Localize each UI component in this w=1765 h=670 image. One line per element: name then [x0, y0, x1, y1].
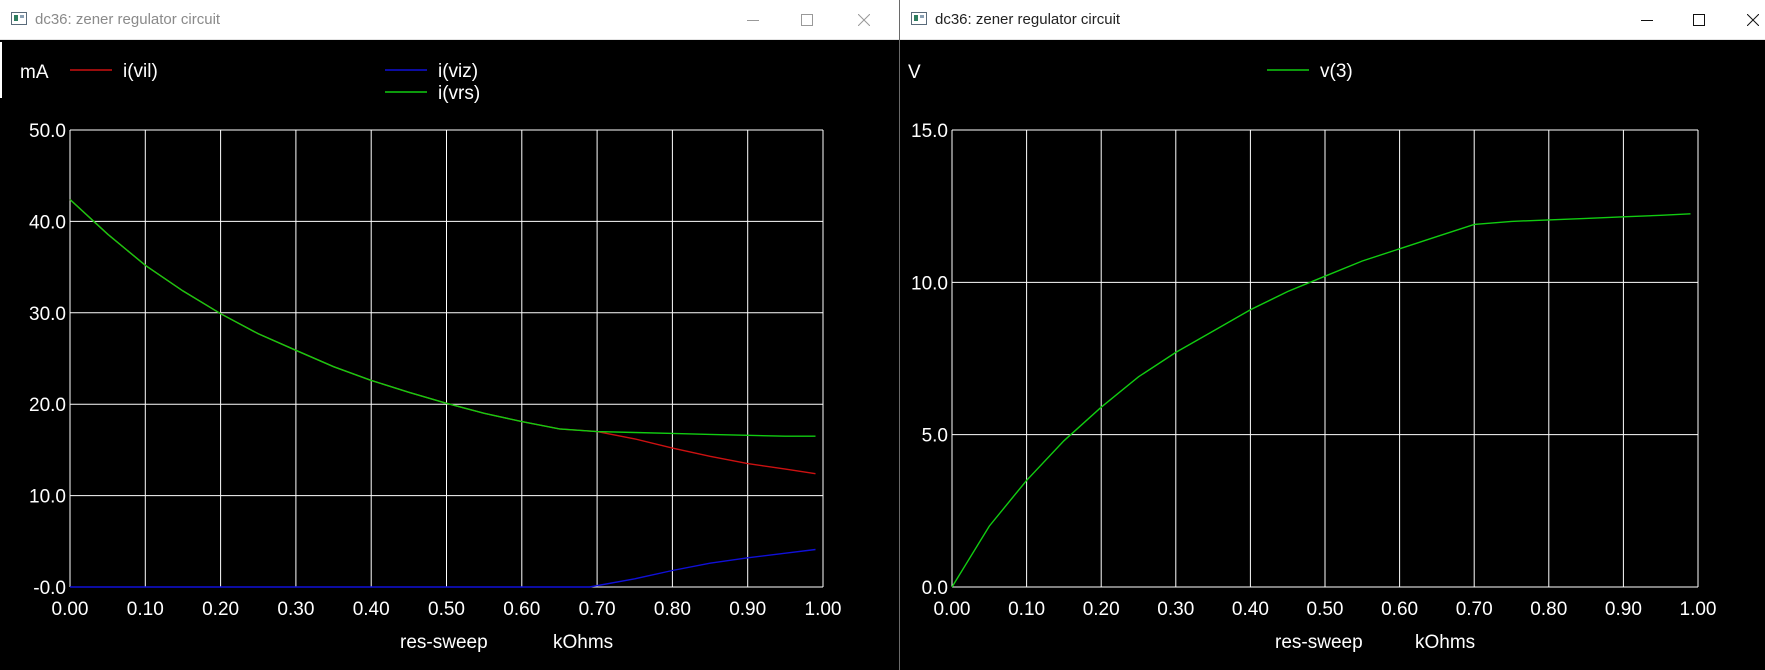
close-icon — [858, 13, 870, 26]
legend-label: v(3) — [1320, 61, 1353, 82]
window-separator — [899, 0, 900, 670]
y-tick-label: 5.0 — [922, 426, 948, 447]
x-tick-label: 0.60 — [503, 599, 540, 620]
minimize-icon — [747, 19, 759, 21]
x-tick-label: 0.40 — [1232, 599, 1269, 620]
maximize-button[interactable] — [784, 0, 830, 39]
y-tick-label: 20.0 — [29, 395, 66, 416]
x-tick-label: 0.00 — [52, 599, 89, 620]
x-tick-label: 0.50 — [428, 599, 465, 620]
x-tick-label: 1.00 — [805, 599, 842, 620]
y-tick-label: 0.0 — [922, 578, 948, 599]
x-tick-label: 0.10 — [1008, 599, 1045, 620]
current-plot[interactable]: 0.00 0.10 0.20 0.30 0.40 0.50 0.60 0.70 0.80 0.90… — [0, 40, 899, 670]
x-tick-label: 0.80 — [654, 599, 691, 620]
x-tick-label: 0.60 — [1381, 599, 1418, 620]
maximize-icon — [1693, 13, 1705, 26]
y-tick-label: 30.0 — [29, 304, 66, 325]
x-axis-unit: kOhms — [553, 632, 613, 653]
window-edge — [0, 42, 2, 98]
y-axis-unit: V — [908, 62, 921, 83]
window-title: dc36: zener regulator circuit — [35, 11, 221, 28]
x-axis-label: res-sweep — [1275, 632, 1363, 653]
maximize-icon — [801, 13, 813, 26]
minimize-button[interactable] — [1624, 0, 1670, 39]
close-button[interactable] — [1730, 0, 1765, 39]
x-tick-label: 0.90 — [1605, 599, 1642, 620]
x-tick-label: 0.90 — [729, 599, 766, 620]
voltage-plot[interactable]: 0.00 0.10 0.20 0.30 0.40 0.50 0.60 0.70 0.80 0.90… — [900, 40, 1765, 670]
legend-label: i(vrs) — [438, 83, 480, 104]
series-line-v(3) — [951, 213, 1691, 588]
series-line-i(viz) — [70, 548, 816, 588]
y-axis-unit: mA — [20, 62, 49, 83]
y-tick-label: -0.0 — [33, 578, 66, 599]
y-tick-label: 40.0 — [29, 212, 66, 233]
y-tick-label: 15.0 — [911, 121, 948, 142]
y-tick-label: 10.0 — [911, 273, 948, 294]
app-icon — [911, 12, 927, 25]
series-line-i(vrs) — [69, 198, 816, 437]
x-tick-label: 0.10 — [127, 599, 164, 620]
title-bar[interactable]: dc36: zener regulator circuit — [0, 0, 899, 40]
x-tick-label: 0.30 — [277, 599, 314, 620]
x-tick-label: 0.40 — [353, 599, 390, 620]
legend-label: i(vil) — [123, 61, 158, 82]
app-icon — [11, 12, 27, 25]
x-tick-label: 0.30 — [1157, 599, 1194, 620]
x-tick-label: 1.00 — [1680, 599, 1717, 620]
x-tick-label: 0.70 — [1456, 599, 1493, 620]
title-bar[interactable]: dc36: zener regulator circuit — [900, 0, 1765, 40]
x-tick-label: 0.20 — [202, 599, 239, 620]
minimize-icon — [1641, 19, 1653, 21]
x-axis-label: res-sweep — [400, 632, 488, 653]
y-tick-label: 50.0 — [29, 121, 66, 142]
x-tick-label: 0.00 — [934, 599, 971, 620]
window-currents: dc36: zener regulator circuit 0.00 0.10 0.… — [0, 0, 899, 670]
window-voltage: dc36: zener regulator circuit 0.00 0.10 0.… — [900, 0, 1765, 670]
series-line-i(vil) — [69, 198, 816, 475]
x-tick-label: 0.50 — [1307, 599, 1344, 620]
y-tick-label: 10.0 — [29, 487, 66, 508]
close-icon — [1747, 13, 1759, 26]
x-tick-label: 0.20 — [1083, 599, 1120, 620]
x-tick-label: 0.70 — [579, 599, 616, 620]
close-button[interactable] — [841, 0, 887, 39]
window-title: dc36: zener regulator circuit — [935, 11, 1121, 28]
minimize-button[interactable] — [730, 0, 776, 39]
maximize-button[interactable] — [1676, 0, 1722, 39]
legend-label: i(viz) — [438, 61, 478, 82]
x-tick-label: 0.80 — [1530, 599, 1567, 620]
x-axis-unit: kOhms — [1415, 632, 1475, 653]
